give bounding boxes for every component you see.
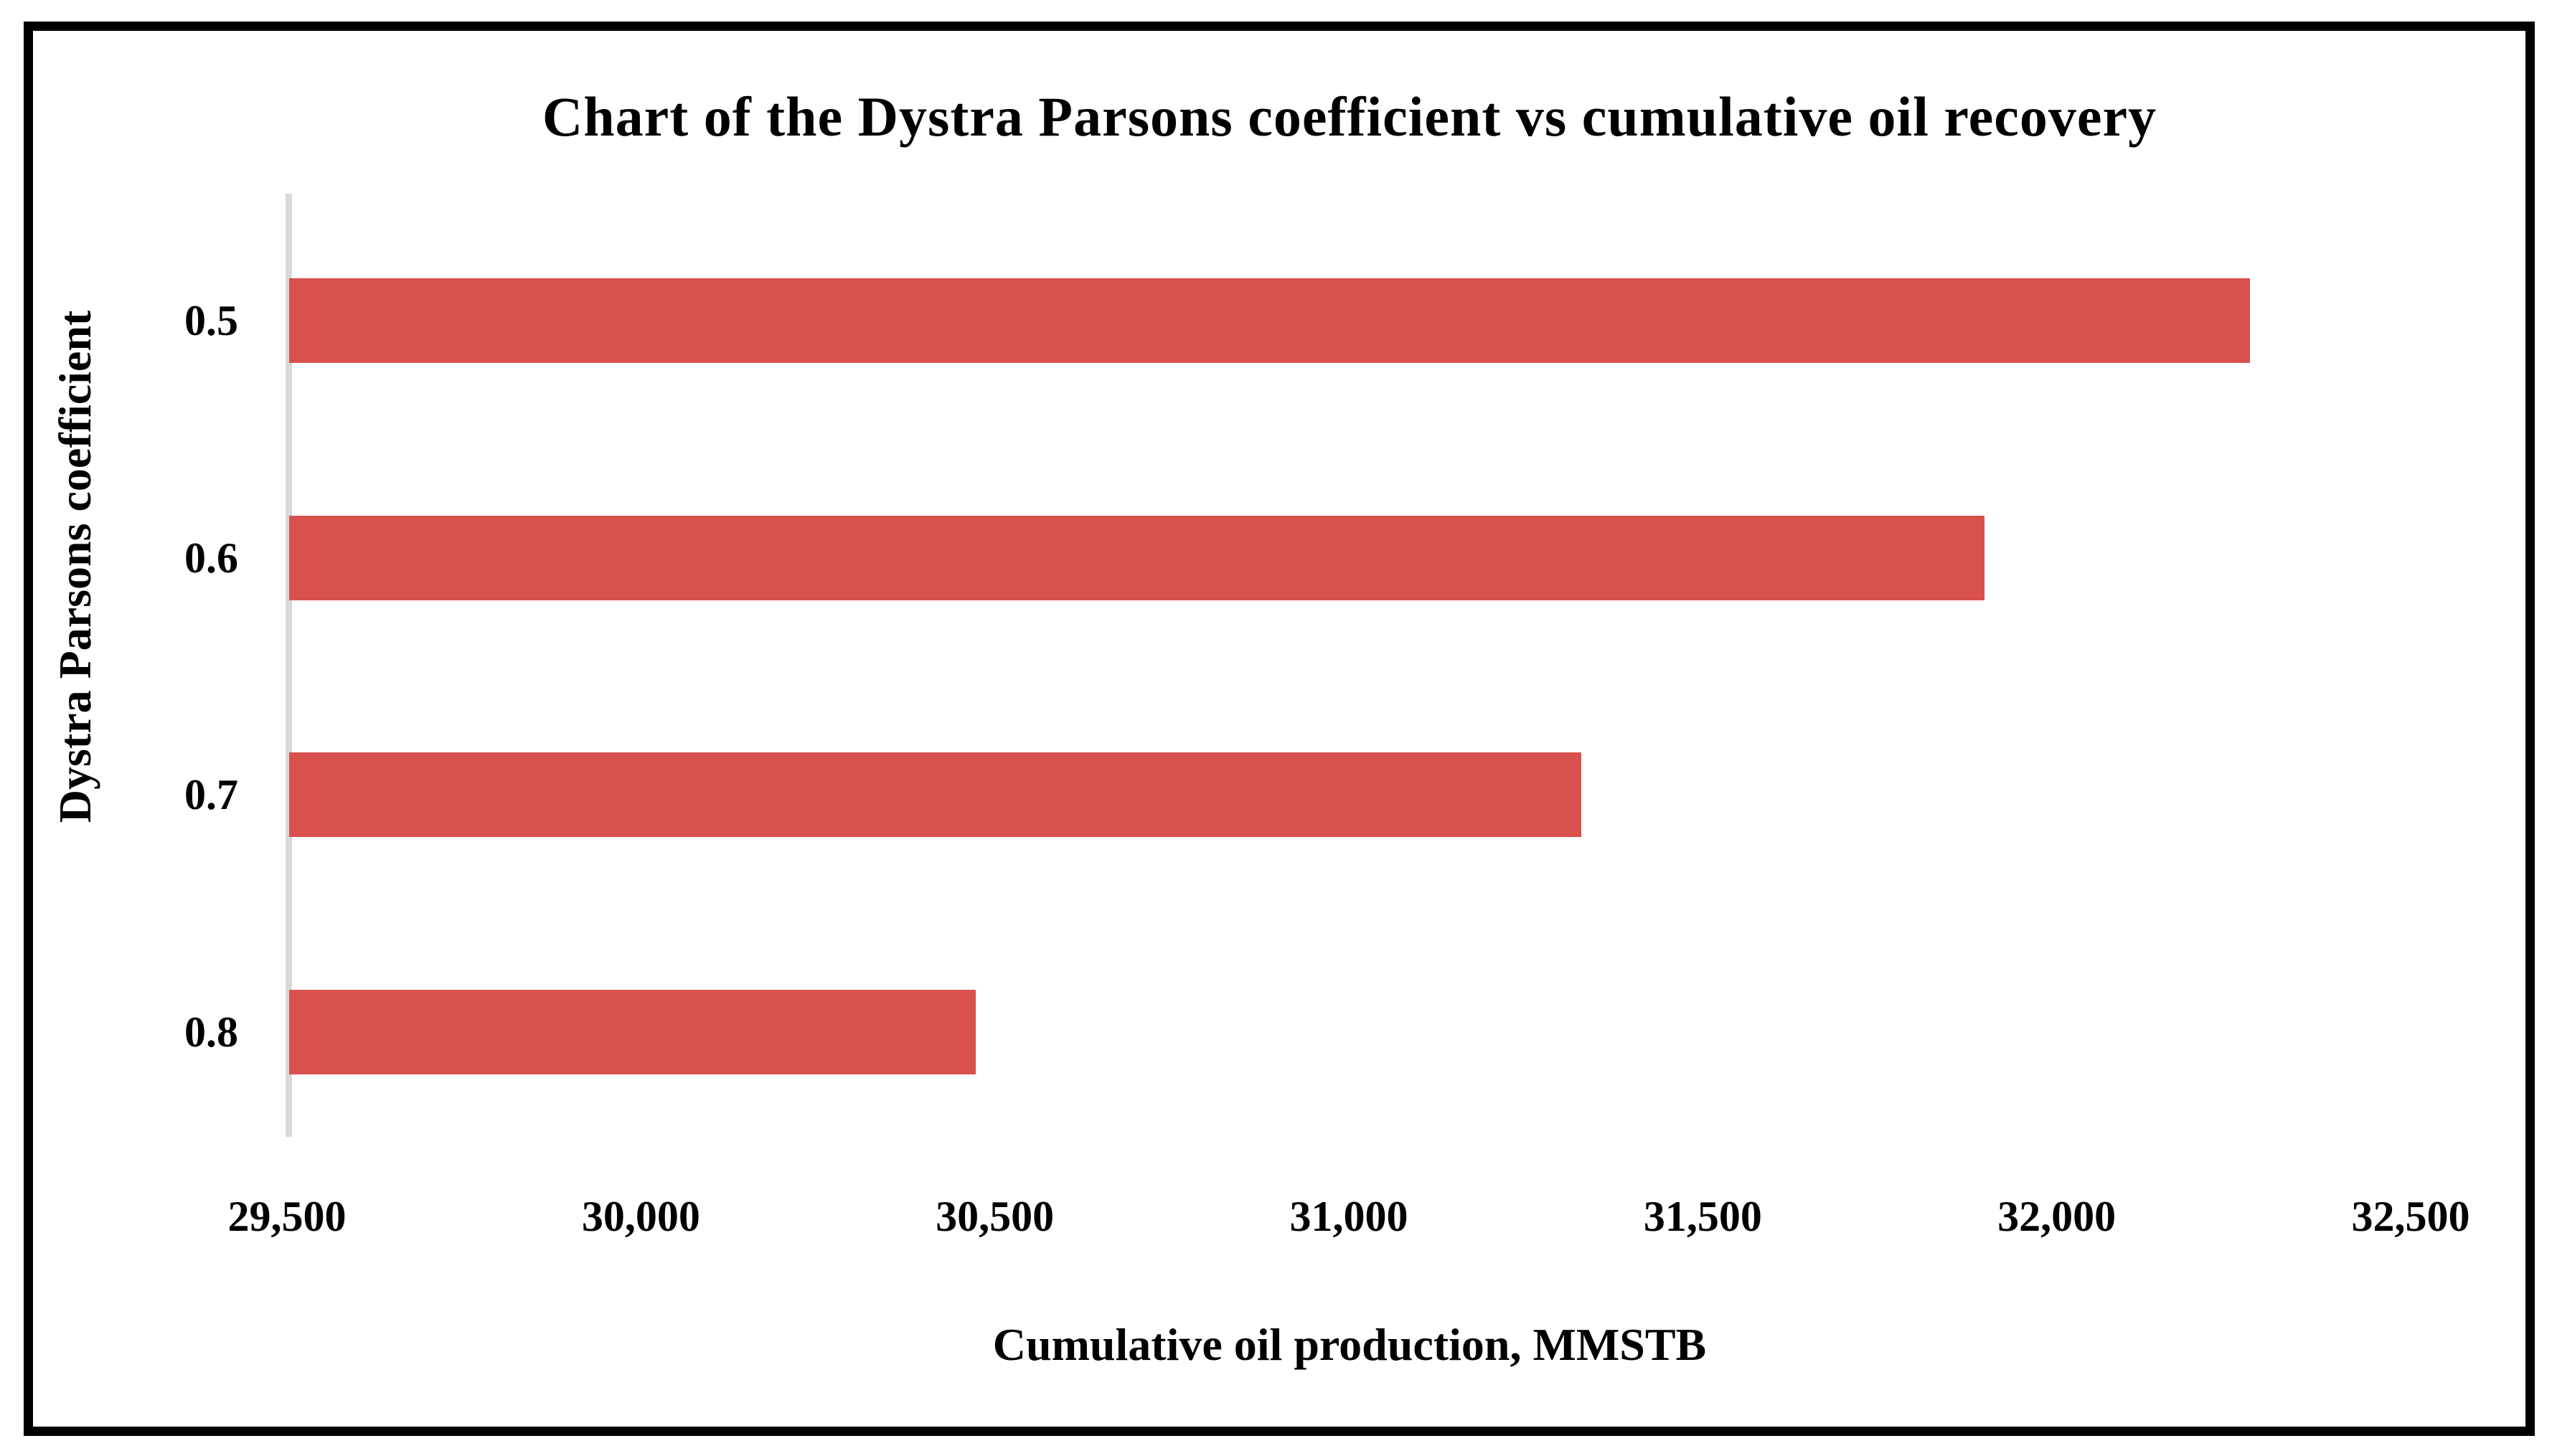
x-tick-label-30,000: 30,000 — [581, 1193, 700, 1240]
y-tick-label-0.6: 0.6 — [184, 534, 238, 582]
bar-0.8 — [289, 990, 976, 1075]
bar-0.7 — [289, 752, 1581, 838]
x-axis-title: Cumulative oil production, MMSTB — [992, 1319, 1707, 1370]
y-axis-line — [286, 194, 292, 1137]
bar-0.6 — [289, 515, 1984, 600]
y-tick-label-0.8: 0.8 — [184, 1008, 238, 1056]
x-tick-label-31,000: 31,000 — [1289, 1193, 1408, 1240]
x-tick-label-29,500: 29,500 — [227, 1193, 347, 1240]
chart-title: Chart of the Dystra Parsons coefficient … — [542, 85, 2157, 148]
bar-0.5 — [289, 278, 2250, 363]
y-axis-title: Dystra Parsons coefficient — [50, 310, 100, 823]
y-tick-label-0.7: 0.7 — [184, 771, 238, 819]
figure-border — [24, 22, 2535, 1436]
x-tick-label-32,000: 32,000 — [1997, 1193, 2117, 1240]
x-tick-label-30,500: 30,500 — [936, 1193, 1055, 1240]
x-tick-label-31,500: 31,500 — [1643, 1193, 1762, 1240]
y-tick-label-0.5: 0.5 — [184, 297, 238, 344]
x-tick-label-32,500: 32,500 — [2351, 1193, 2470, 1240]
